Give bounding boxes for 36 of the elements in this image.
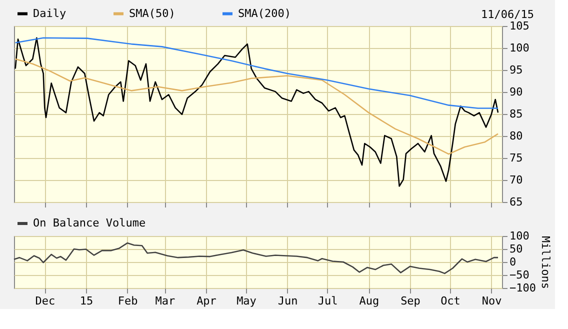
x-tick-label: Aug xyxy=(359,294,380,308)
line-series xyxy=(14,58,499,155)
x-tick-label: Sep xyxy=(400,294,420,308)
y-tick-label: 50 xyxy=(510,242,523,256)
legend-label: Daily xyxy=(33,6,66,20)
y-tick-label: 80 xyxy=(510,130,523,142)
line-series xyxy=(14,37,499,109)
x-tick-label: Apr xyxy=(196,294,217,308)
x-tick-label: 15 xyxy=(80,294,94,308)
x-tick-label: Oct xyxy=(440,294,460,308)
y-axis-title: Millions xyxy=(538,236,552,289)
y-tick-label: 95 xyxy=(510,64,523,76)
line-series xyxy=(13,242,499,274)
y-tick-label: 100 xyxy=(510,230,530,242)
y-tick-label: −100 xyxy=(510,282,536,294)
y-tick-label: 0 xyxy=(510,256,516,268)
y-tick-label: 85 xyxy=(510,108,523,120)
y-tick-label: 70 xyxy=(510,174,523,186)
x-tick-label: Nov xyxy=(482,294,502,308)
line-series xyxy=(14,37,499,187)
legend-label: On Balance Volume xyxy=(33,216,146,230)
y-tick-label: 65 xyxy=(510,196,523,208)
y-tick-label: 100 xyxy=(510,42,530,54)
x-tick-label: Dec xyxy=(35,294,56,308)
x-tick-label: Mar xyxy=(155,294,176,308)
x-tick-label: Jun xyxy=(278,294,298,308)
x-tick-label: May xyxy=(236,294,257,308)
x-tick-label: Jul xyxy=(318,294,338,308)
legend-label: SMA(200) xyxy=(238,6,291,20)
text: 11/06/15 xyxy=(481,8,534,21)
y-tick-label: −50 xyxy=(510,268,530,282)
x-tick-label: Feb xyxy=(118,294,138,308)
y-tick-label: 90 xyxy=(510,86,523,98)
y-tick-label: 75 xyxy=(510,152,523,164)
y-tick-label: 105 xyxy=(510,20,530,32)
legend-label: SMA(50) xyxy=(129,6,176,20)
